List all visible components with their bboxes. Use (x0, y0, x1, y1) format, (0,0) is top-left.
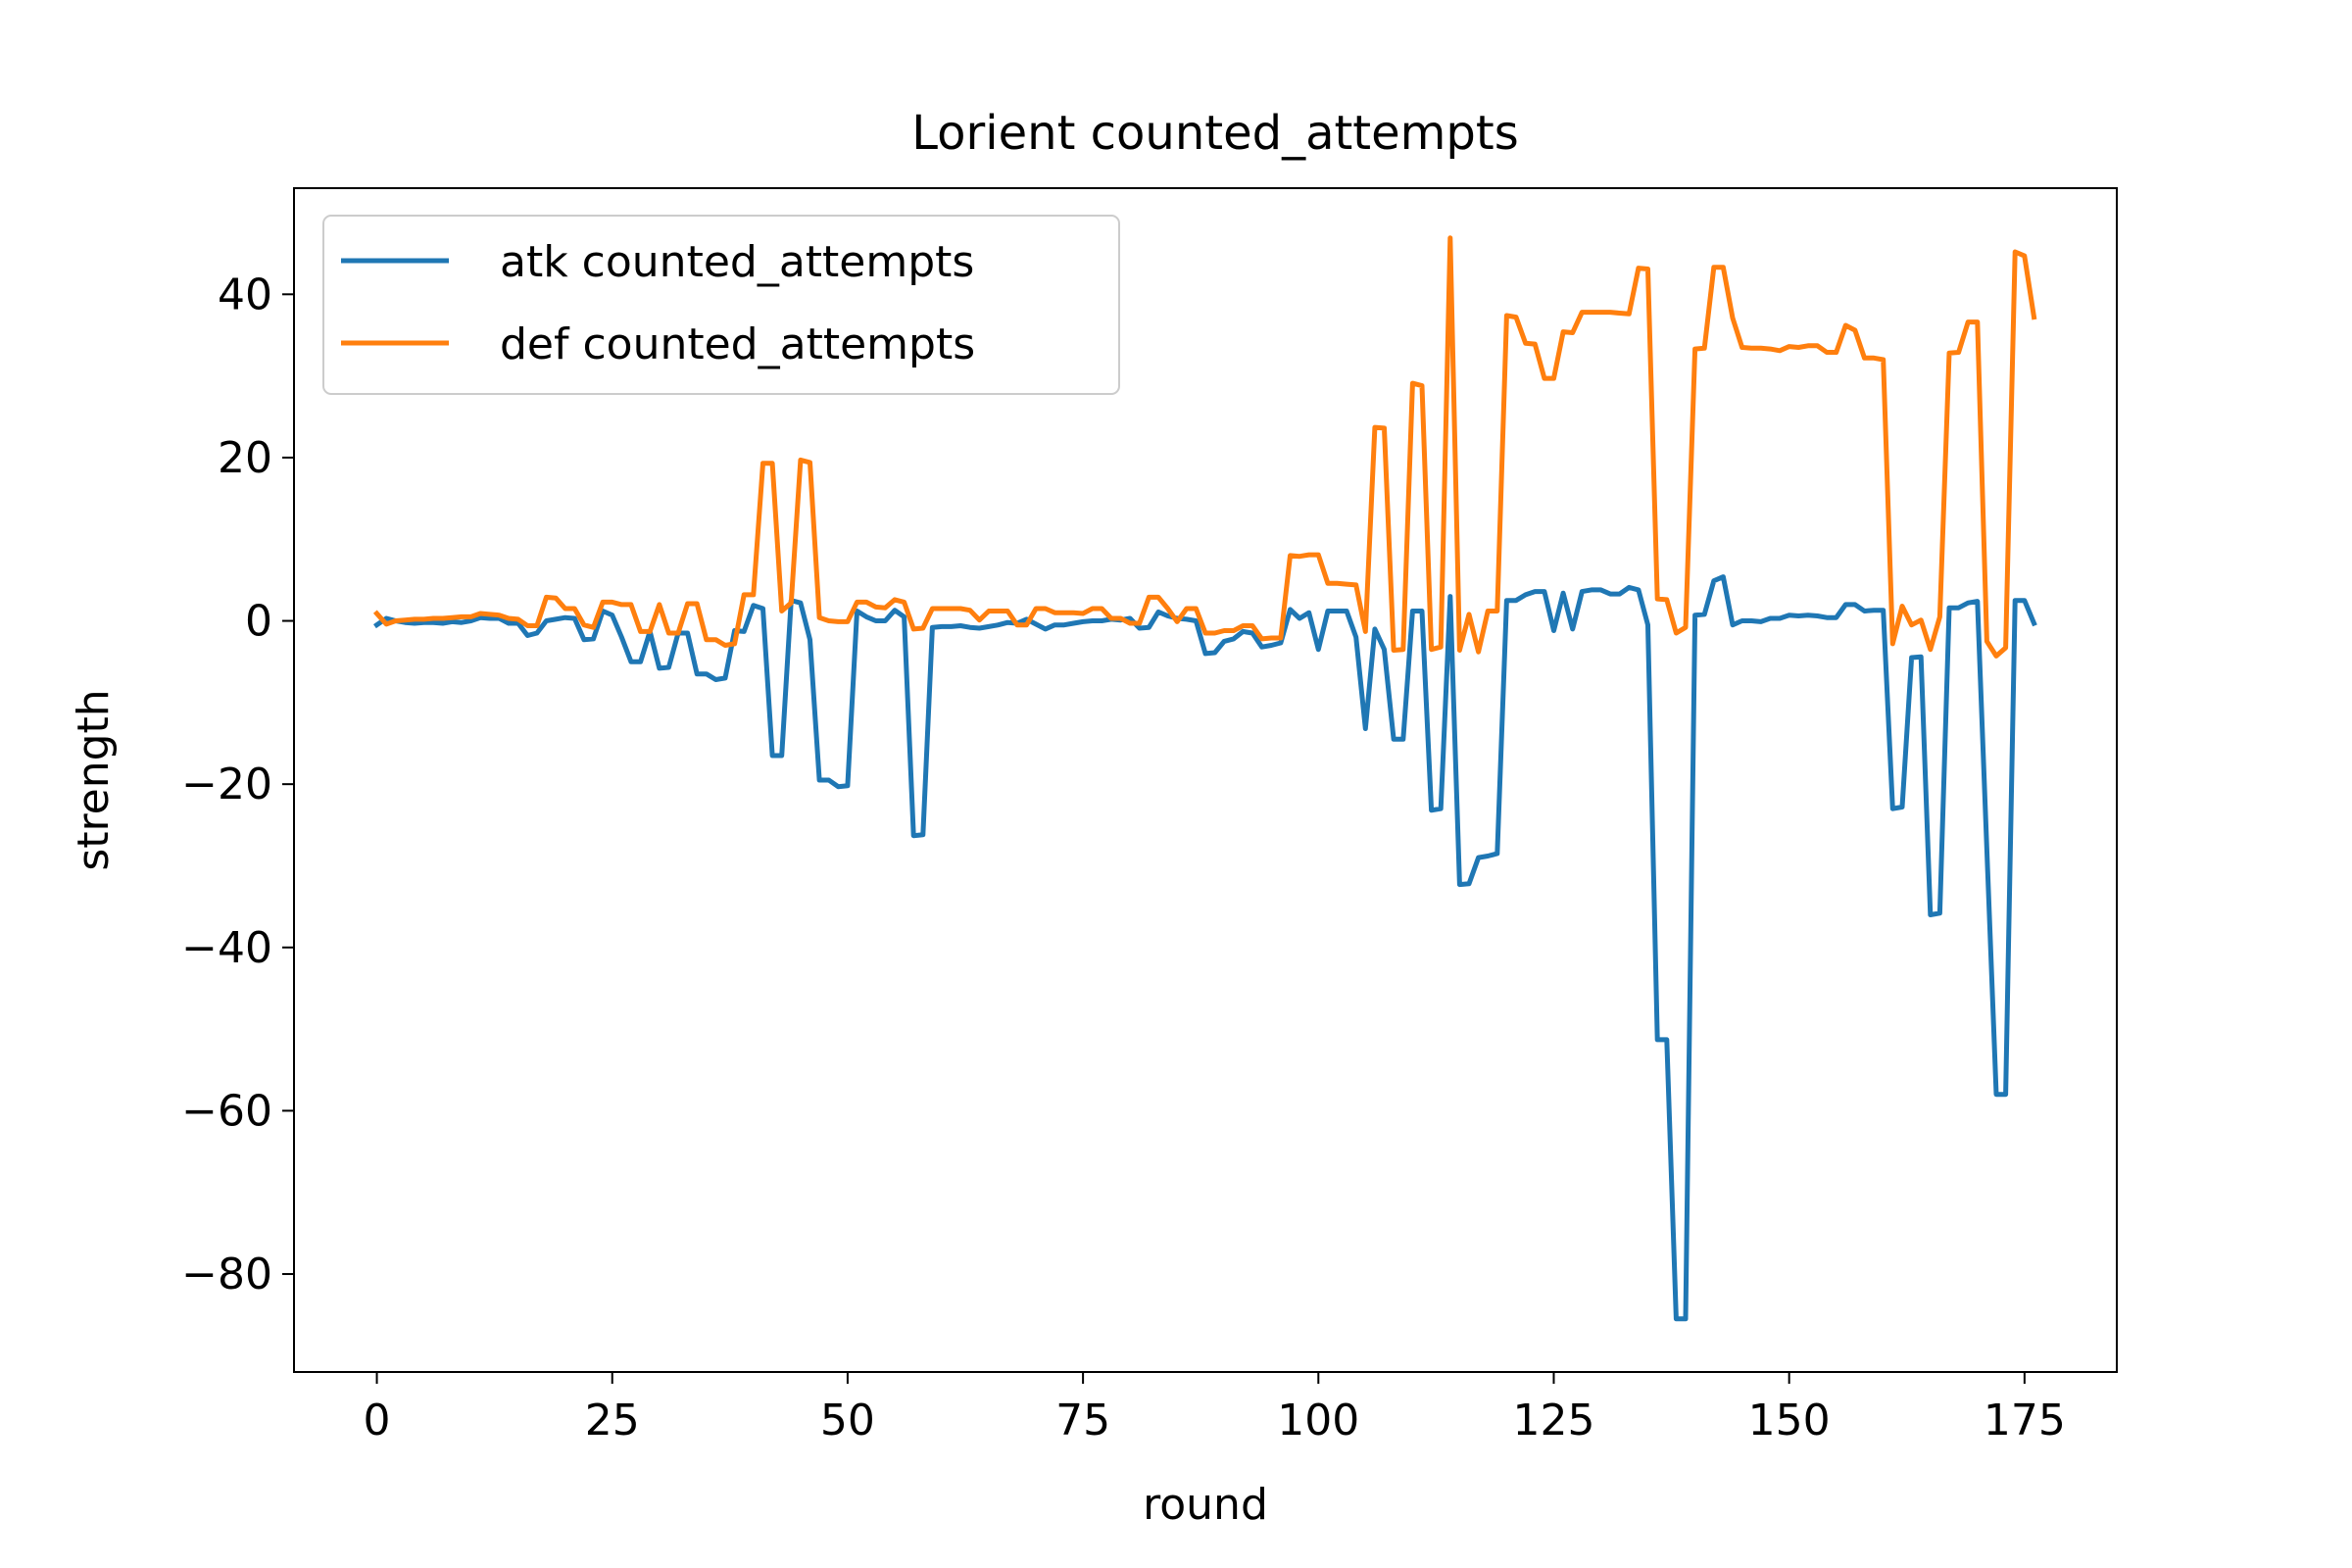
plot-area (293, 187, 2118, 1373)
x-tick-label: 50 (820, 1396, 875, 1446)
y-tick-label: 20 (218, 433, 272, 483)
y-tick-label: −40 (181, 923, 272, 973)
legend: atk counted_attempts def counted_attempt… (322, 215, 1120, 395)
x-axis: 0 25 50 75 100 125 150 175 (364, 1372, 2066, 1446)
x-tick-label: 125 (1512, 1396, 1594, 1446)
legend-label-atk: atk counted_attempts (500, 237, 974, 287)
y-tick-label: 0 (245, 597, 272, 647)
x-tick-label: 25 (585, 1396, 640, 1446)
x-tick-label: 75 (1055, 1396, 1110, 1446)
x-tick-label: 0 (364, 1396, 391, 1446)
legend-label-def: def counted_attempts (500, 319, 975, 369)
y-tick-label: −20 (181, 760, 272, 809)
x-axis-label: round (1143, 1480, 1268, 1530)
legend-box (322, 215, 1120, 395)
series-lines (372, 235, 2037, 1322)
y-axis-label: strength (69, 689, 119, 870)
series-line-atk (373, 574, 2037, 1322)
axes-frame (293, 187, 2118, 1373)
y-tick-label: −80 (181, 1250, 272, 1299)
x-tick-label: 100 (1277, 1396, 1359, 1446)
series-line-def (372, 235, 2037, 659)
y-axis: −80 −60 −40 −20 0 20 40 (181, 270, 294, 1299)
x-tick-label: 175 (1984, 1396, 2066, 1446)
y-tick-label: −60 (181, 1086, 272, 1136)
chart-title: Lorient counted_attempts (911, 106, 1518, 161)
y-tick-label: 40 (218, 270, 272, 319)
x-tick-label: 150 (1748, 1396, 1831, 1446)
